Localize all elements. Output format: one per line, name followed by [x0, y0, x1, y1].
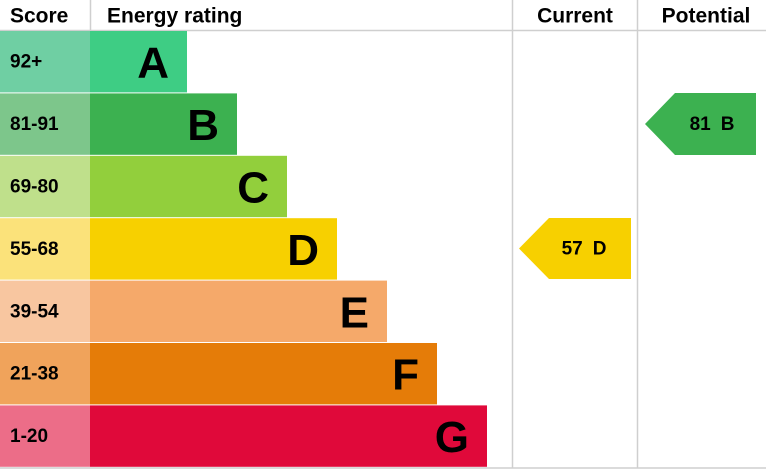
score-cell: [0, 218, 90, 280]
band-score: 81-91: [10, 114, 59, 135]
bands: 92+ A 81-91 B 69-80 C 55-68 D 39-54 E 21-38 F 1-20 G: [0, 31, 487, 467]
current-label: 57 D: [562, 238, 607, 259]
current-letter: D: [593, 238, 607, 259]
band-letter: B: [187, 101, 219, 150]
band-bar: [90, 93, 237, 155]
band-score: 21-38: [10, 364, 59, 385]
band-letter: F: [392, 351, 419, 400]
score-cell: [0, 93, 90, 155]
potential-label: 81 B: [690, 114, 735, 135]
band-score: 92+: [10, 52, 42, 73]
band-score: 1-20: [10, 426, 48, 447]
band-bar: [90, 280, 387, 342]
score-cell: [0, 31, 90, 93]
header-current: Current: [537, 5, 613, 28]
header-score: Score: [10, 5, 68, 28]
band-letter: A: [137, 39, 169, 88]
band-score: 39-54: [10, 301, 59, 322]
potential-letter: B: [721, 114, 735, 135]
band-letter: E: [340, 288, 369, 337]
score-cell: [0, 280, 90, 342]
potential-value: 81: [690, 114, 712, 135]
header-potential: Potential: [662, 5, 751, 28]
band-bar: [90, 218, 337, 280]
header-rating: Energy rating: [107, 5, 242, 28]
score-cell: [0, 155, 90, 218]
band-bar: [90, 31, 187, 93]
current-arrow: [519, 218, 631, 279]
band-letter: C: [237, 164, 269, 213]
score-cell: [0, 405, 90, 467]
band-bar: [90, 405, 487, 467]
band-letter: G: [435, 413, 469, 462]
band-score: 55-68: [10, 239, 59, 260]
score-cell: [0, 343, 90, 405]
current-value: 57: [562, 238, 583, 259]
band-bar: [90, 343, 437, 405]
potential-arrow: [645, 93, 756, 155]
band-score: 69-80: [10, 177, 59, 198]
band-letter: D: [287, 226, 319, 275]
band-bar: [90, 155, 287, 218]
